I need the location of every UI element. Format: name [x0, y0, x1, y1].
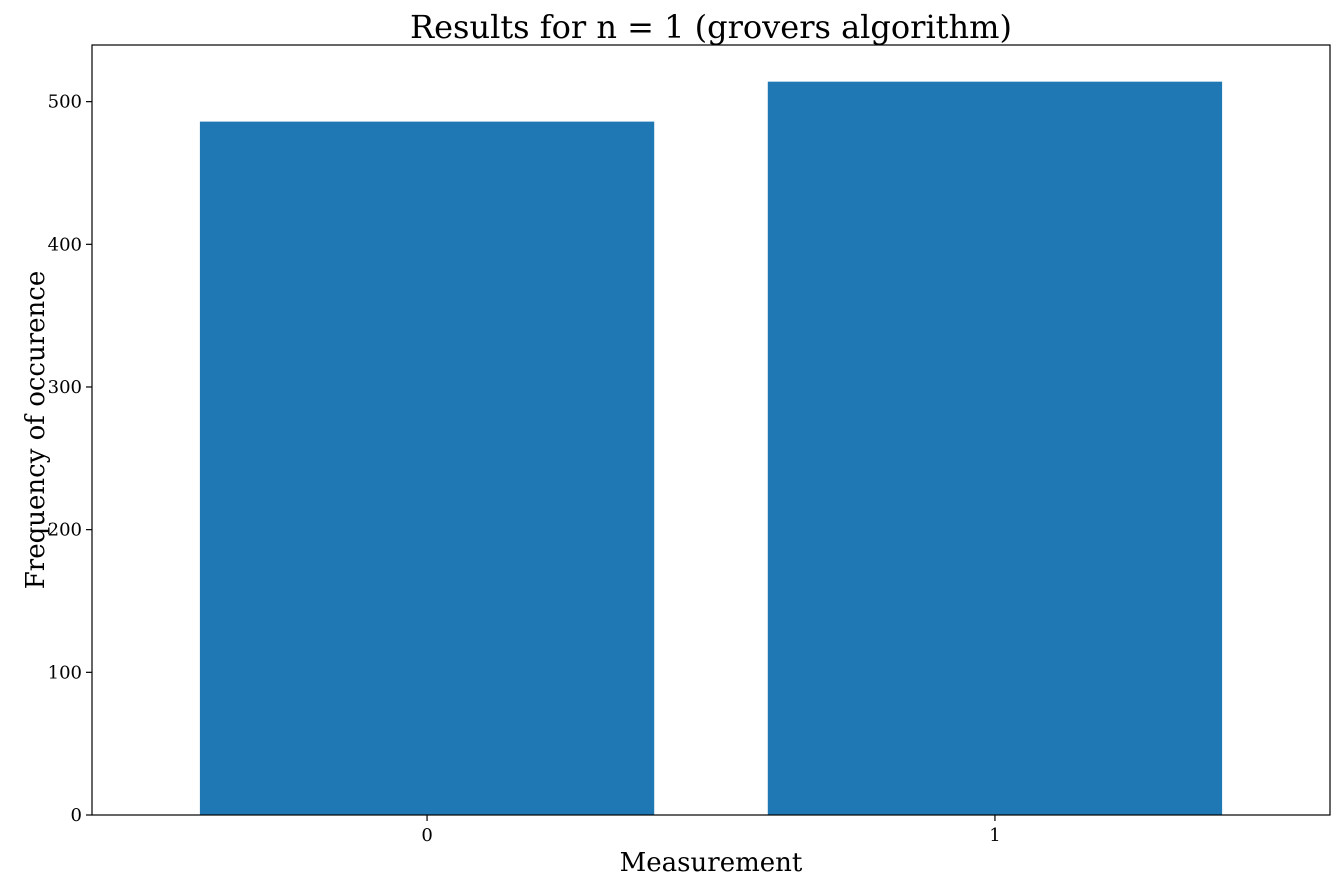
bar-0 [200, 122, 654, 815]
y-tick-label: 100 [48, 662, 82, 683]
x-axis-label: Measurement [620, 848, 803, 878]
y-tick-label: 400 [48, 234, 82, 255]
x-tick-label: 1 [989, 825, 1000, 846]
y-axis-label: Frequency of occurence [21, 271, 51, 589]
y-tick-label: 0 [71, 805, 82, 826]
y-tick-label: 500 [48, 92, 82, 113]
x-tick-label: 0 [421, 825, 432, 846]
y-tick-label: 300 [48, 377, 82, 398]
bar-1 [768, 82, 1222, 815]
y-tick-label: 200 [48, 520, 82, 541]
chart-title: Results for n = 1 (grovers algorithm) [410, 8, 1012, 46]
